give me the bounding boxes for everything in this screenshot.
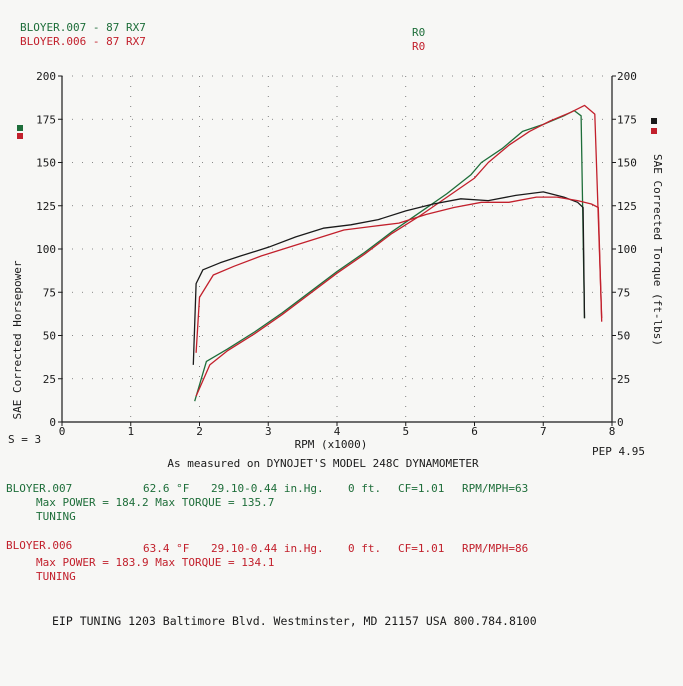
run1-max-values: Max POWER = 184.2 Max TORQUE = 135.7 <box>36 496 275 509</box>
y-right-tick-label-150: 150 <box>617 157 637 170</box>
series-line-bloyer-007-hp <box>194 109 586 402</box>
run2-baro: 29.10-0.44 in.Hg. <box>211 542 324 555</box>
run1-cf: CF=1.01 <box>398 482 445 495</box>
series-line-bloyer-007-tq <box>192 191 586 365</box>
x-tick-label-6: 6 <box>471 425 478 438</box>
series-line-bloyer-006-hp <box>195 104 603 397</box>
run1-legend-label: BLOYER.007 - 87 RX7 <box>20 21 146 34</box>
x-axis-label: RPM (x1000) <box>295 438 368 451</box>
footer-address: EIP TUNING 1203 Baltimore Blvd. Westmins… <box>52 614 537 628</box>
x-tick-label-0: 0 <box>59 425 66 438</box>
y-left-tick-label-50: 50 <box>43 330 56 343</box>
y-left-tick-label-175: 175 <box>36 113 56 126</box>
y-right-tick-label-50: 50 <box>617 330 630 343</box>
y-right-tick-label-25: 25 <box>617 373 630 386</box>
right-legend-square-red <box>651 128 657 134</box>
x-tick-label-2: 2 <box>196 425 203 438</box>
y-left-tick-label-200: 200 <box>36 70 56 83</box>
run2-elev: 0 ft. <box>348 542 382 555</box>
run2-rpm-mph: RPM/MPH=86 <box>462 542 529 555</box>
run2-temp: 63.4 °F <box>143 542 190 555</box>
run2-tuning: TUNING <box>36 570 76 583</box>
y-right-tick-label-0: 0 <box>617 416 624 429</box>
left-legend-square-green <box>17 125 23 131</box>
series-line-bloyer-006-tq <box>195 196 603 353</box>
left-legend-square-red <box>17 133 23 139</box>
right-legend-square-black <box>651 118 657 124</box>
y-left-tick-label-100: 100 <box>36 243 56 256</box>
x-tick-label-3: 3 <box>265 425 272 438</box>
y-axis-right-label: SAE Corrected Torque (ft-lbs) <box>651 154 664 346</box>
run1-tuning: TUNING <box>36 510 76 523</box>
run1-name: BLOYER.007 <box>6 482 73 495</box>
y-right-tick-label-100: 100 <box>617 243 637 256</box>
run1-rpm-mph: RPM/MPH=63 <box>462 482 529 495</box>
chart-series <box>192 104 603 402</box>
y-right-tick-label-125: 125 <box>617 200 637 213</box>
smoothing-label: S = 3 <box>8 433 41 446</box>
chart-grid <box>62 75 612 422</box>
x-tick-label-5: 5 <box>402 425 409 438</box>
x-tick-label-1: 1 <box>127 425 134 438</box>
run1-elev: 0 ft. <box>348 482 382 495</box>
run2-code: R0 <box>412 40 426 53</box>
y-left-tick-label-25: 25 <box>43 373 56 386</box>
run2-max-values: Max POWER = 183.9 Max TORQUE = 134.1 <box>36 556 275 569</box>
run2-cf: CF=1.01 <box>398 542 445 555</box>
y-right-tick-label-75: 75 <box>617 286 630 299</box>
run1-temp: 62.6 °F <box>143 482 190 495</box>
y-left-tick-label-125: 125 <box>36 200 56 213</box>
chart-axes <box>61 76 613 423</box>
x-tick-label-4: 4 <box>334 425 341 438</box>
y-right-tick-label-200: 200 <box>617 70 637 83</box>
chart-subtitle: As measured on DYNOJET'S MODEL 248C DYNA… <box>167 457 479 470</box>
pep-label: PEP 4.95 <box>592 445 645 458</box>
run2-legend-label: BLOYER.006 - 87 RX7 <box>20 35 146 48</box>
y-right-tick-label-175: 175 <box>617 113 637 126</box>
y-left-tick-label-75: 75 <box>43 286 56 299</box>
y-left-tick-label-150: 150 <box>36 157 56 170</box>
run2-name: BLOYER.006 <box>6 539 73 552</box>
x-tick-label-7: 7 <box>540 425 547 438</box>
y-axis-left-label: SAE Corrected Horsepower <box>11 260 24 419</box>
run1-baro: 29.10-0.44 in.Hg. <box>211 482 324 495</box>
y-left-tick-label-0: 0 <box>49 416 56 429</box>
run1-code: R0 <box>412 26 426 39</box>
x-tick-label-8: 8 <box>609 425 616 438</box>
